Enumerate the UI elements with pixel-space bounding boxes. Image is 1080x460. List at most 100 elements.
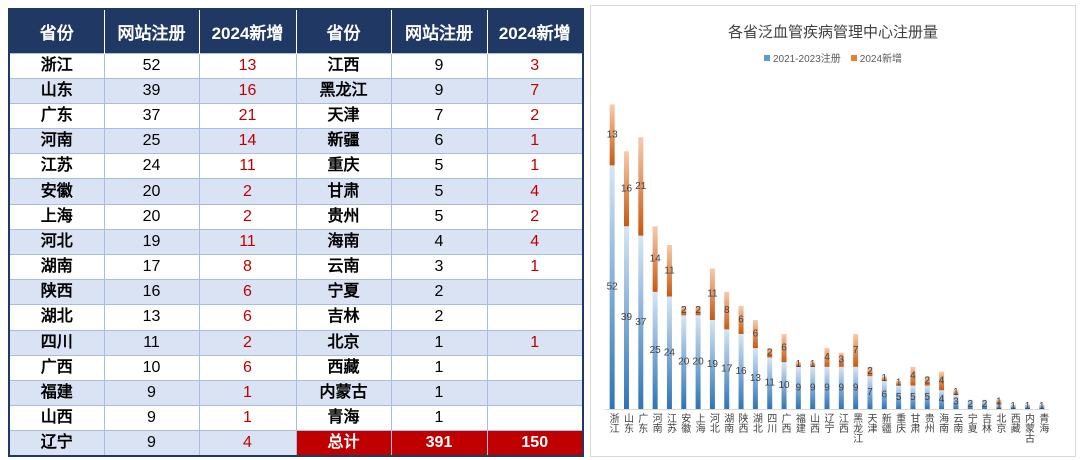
- x-tick-label: 辽宁: [822, 413, 833, 433]
- bar-registered-25: [967, 399, 973, 409]
- total-label-cell: 总计: [295, 430, 392, 457]
- bar-registered-9: [738, 334, 744, 409]
- bar-new-2024-8: [724, 291, 730, 330]
- bar-registered-28: [1010, 404, 1016, 409]
- data-label-new-2024: 1: [810, 359, 816, 370]
- bar-registered-8: [724, 329, 730, 409]
- data-label-registered: 4: [939, 394, 945, 405]
- data-label-new-2024: 11: [664, 265, 675, 276]
- registered-cell: 9: [103, 405, 200, 432]
- data-label-new-2024: 1: [896, 378, 902, 389]
- province-cell: 河北: [8, 228, 105, 256]
- registered-cell: 20: [103, 178, 200, 205]
- new-2024-cell: 1: [486, 153, 584, 180]
- table-row: 山东 39 16 黑龙江 9 7: [8, 77, 584, 104]
- table-row: 广西 10 6 西藏 1: [8, 354, 584, 381]
- bar-registered-2: [638, 235, 644, 409]
- registered-cell: 37: [103, 102, 200, 130]
- province-cell: 福建: [8, 379, 105, 407]
- new-2024-cell: 1: [198, 405, 297, 432]
- bar-registered-0: [609, 165, 615, 409]
- new-2024-cell: 6: [198, 354, 297, 381]
- x-tick-label: 广西: [779, 413, 791, 433]
- new-2024-cell: 6: [198, 304, 297, 331]
- table-row: 陕西 16 6 宁夏 2: [8, 279, 584, 306]
- province-cell: 湖北: [8, 304, 105, 331]
- table-row: 上海 20 2 贵州 5 2: [8, 203, 584, 230]
- data-label-registered: 1: [1025, 401, 1031, 412]
- legend-label-new-2024: 2024新增: [859, 54, 903, 65]
- bar-new-2024-9: [738, 305, 744, 335]
- province-cell: 广东: [8, 102, 105, 130]
- data-label-new-2024: 2: [924, 375, 930, 386]
- data-label-registered: 9: [810, 382, 816, 393]
- registered-cell: 9: [390, 77, 488, 104]
- bar-registered-16: [838, 366, 844, 409]
- data-label-registered: 9: [796, 382, 802, 393]
- new-2024-cell: 3: [486, 52, 584, 79]
- registered-cell: 52: [103, 52, 200, 79]
- data-label-registered: 13: [750, 373, 762, 384]
- chart-panel: 各省泛血管疾病管理中心注册量 2021-2023注册 2024新增 52 13 39…: [590, 5, 1076, 457]
- data-label-new-2024: 13: [607, 129, 619, 140]
- data-label-new-2024: 7: [853, 345, 859, 356]
- province-cell: 云南: [295, 253, 392, 281]
- x-tick-label: 安徽: [678, 413, 690, 433]
- table-row: 浙江 52 13 江西 9 3: [8, 52, 584, 79]
- province-cell: 江西: [295, 52, 392, 79]
- province-cell: 西藏: [295, 354, 392, 381]
- bar-new-2024-3: [652, 226, 658, 292]
- registered-cell: 16: [103, 279, 200, 306]
- data-label-registered: 6: [882, 389, 888, 400]
- header-province: 省份: [8, 9, 105, 53]
- x-tick-label: 宁夏: [965, 413, 977, 433]
- bar-new-2024-6: [695, 305, 701, 316]
- province-cell: 海南: [295, 228, 392, 256]
- data-label-registered: 9: [853, 382, 859, 393]
- x-tick-label: 天津: [864, 413, 876, 433]
- bar-registered-6: [695, 315, 701, 409]
- data-label-new-2024: 2: [695, 305, 701, 316]
- new-2024-cell: [486, 279, 584, 306]
- data-label-registered: 3: [953, 396, 959, 407]
- province-cell: 北京: [295, 329, 392, 356]
- new-2024-cell: 7: [486, 77, 584, 104]
- data-label-new-2024: 2: [867, 366, 873, 377]
- new-2024-cell: 2: [486, 203, 584, 230]
- bar-registered-30: [1039, 404, 1045, 409]
- data-label-registered: 37: [635, 317, 647, 328]
- x-axis-labels: 浙江 山东 广东 河南 江苏 安徽 上海 河北 湖南 陕西 湖北 四川 广西 福建 山西 辽宁 江西 黑龙江 天津新…: [591, 6, 1075, 456]
- bar-registered-5: [681, 315, 687, 409]
- new-2024-cell: 2: [198, 329, 297, 356]
- province-cell: 江苏: [8, 153, 105, 180]
- bar-new-2024-27: [996, 399, 1002, 405]
- bar-registered-24: [953, 394, 959, 409]
- bar-registered-21: [910, 385, 916, 409]
- table-row: 四川 11 2 北京 1 1: [8, 329, 584, 356]
- x-tick-label: 山西: [807, 413, 819, 433]
- data-label-new-2024: 1: [996, 396, 1002, 407]
- bar-registered-3: [652, 291, 658, 409]
- bar-registered-10: [752, 348, 758, 409]
- data-label-registered: 1: [1010, 401, 1016, 412]
- data-label-new-2024: 1: [953, 387, 959, 398]
- table-row: 湖北 13 6 吉林 2: [8, 304, 584, 331]
- bar-registered-22: [924, 385, 930, 409]
- table-row: 福建 9 1 内蒙古 1: [8, 379, 584, 407]
- province-cell: 山东: [8, 77, 105, 104]
- table-row: 河南 25 14 新疆 6 1: [8, 128, 584, 155]
- legend-label-registered: 2021-2023注册: [772, 54, 841, 65]
- bar-new-2024-17: [853, 334, 859, 367]
- x-tick-label: 江西: [836, 413, 848, 433]
- header-registered: 网站注册: [103, 9, 200, 53]
- chart-title: 各省泛血管疾病管理中心注册量: [727, 24, 938, 41]
- province-cell: 吉林: [295, 304, 392, 331]
- new-2024-cell: 16: [198, 77, 297, 104]
- bar-registered-23: [939, 390, 945, 409]
- x-tick-label: 甘肃: [907, 413, 919, 433]
- legend-swatch-new-2024: [850, 54, 857, 61]
- bar-registered-17: [853, 366, 859, 409]
- new-2024-cell: 4: [198, 430, 297, 457]
- new-2024-cell: 11: [198, 153, 297, 180]
- data-label-registered: 25: [650, 345, 662, 356]
